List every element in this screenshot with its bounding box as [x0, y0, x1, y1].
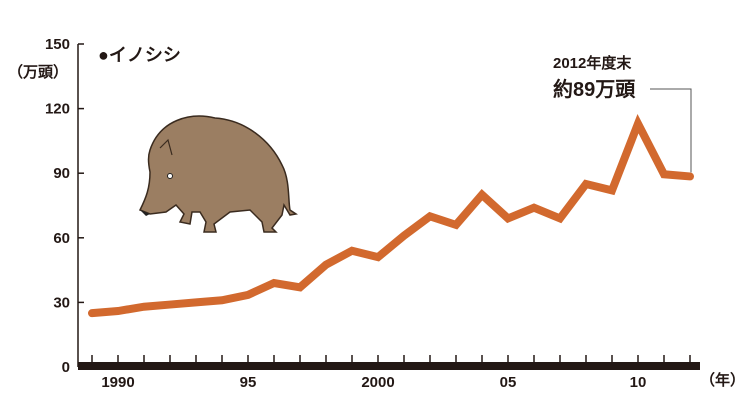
annotation-line2: 約89万頭 — [553, 77, 636, 101]
x-axis — [78, 362, 700, 370]
y-axis-unit: （万頭） — [8, 63, 68, 81]
y-tick-label: 90 — [53, 165, 70, 182]
annotation-leader-line — [650, 88, 692, 173]
annotation-line1: 2012年度末 — [553, 54, 632, 72]
x-tick-label: 2000 — [361, 374, 394, 391]
y-tick-label: 120 — [45, 101, 70, 118]
x-tick-label: 05 — [500, 374, 517, 391]
series-line — [88, 113, 694, 318]
legend-label: ●イノシシ — [98, 45, 181, 65]
y-tick-label: 60 — [53, 230, 70, 247]
y-tick-label: 30 — [53, 294, 70, 311]
y-tick-label: 0 — [62, 359, 70, 376]
x-tick-label: 95 — [240, 374, 257, 391]
x-axis-unit: （年） — [700, 371, 745, 389]
x-tick-label: 10 — [630, 374, 647, 391]
y-tick-label: 150 — [45, 36, 70, 53]
wild-boar-illustration — [138, 115, 298, 233]
x-tick-label: 1990 — [101, 374, 134, 391]
